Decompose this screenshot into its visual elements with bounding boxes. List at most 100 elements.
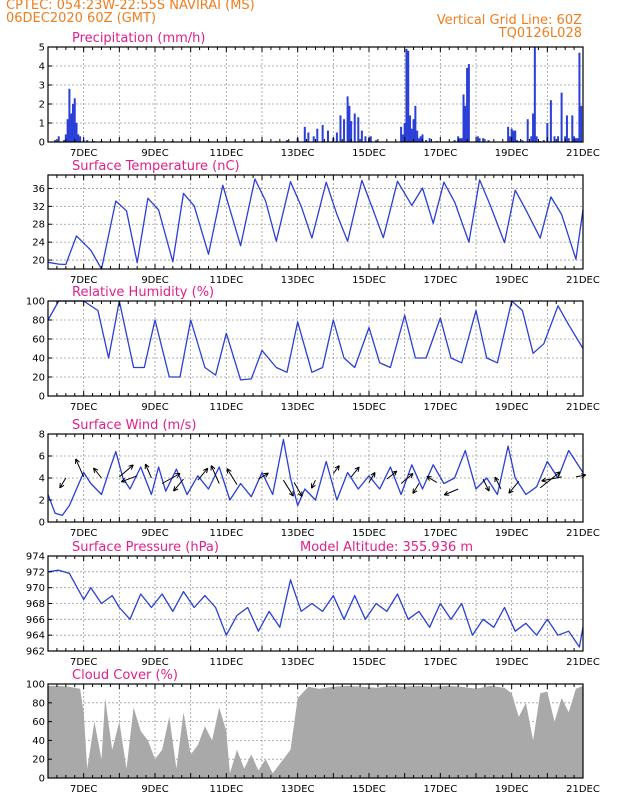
precipitation-bar [400,126,403,142]
precipitation-bar [64,134,67,142]
x-tick-label: 19DEC [495,275,529,286]
precipitation-bar [462,94,465,142]
precipitation-bar [514,130,517,142]
y-tick-label: 964 [26,631,45,642]
precipitation-bar [343,119,346,142]
x-tick-label: 13DEC [281,784,315,795]
x-tick-label: 15DEC [352,402,386,413]
y-tick-label: 20 [32,256,45,267]
wind-vector-arrow [210,465,220,484]
panel-precipitation [47,46,584,143]
precipitation-bar [68,88,71,142]
wind-vector-arrow [258,472,269,480]
x-tick-label: 9DEC [141,148,168,159]
precipitation-bar [521,140,524,142]
x-tick-label: 13DEC [281,275,315,286]
x-tick-label: 11DEC [209,402,243,413]
x-tick-label: 9DEC [141,275,168,286]
x-tick-label: 15DEC [352,784,386,795]
precipitation-bar [346,96,349,142]
panel-humidity [47,300,584,397]
precipitation-bar [403,123,406,142]
panel-title-temperature: Surface Temperature (nC) [72,159,240,174]
precipitation-bar [460,138,463,142]
x-tick-label: 15DEC [352,148,386,159]
wind-vector-arrow [443,488,459,496]
precipitation-bar [453,140,456,142]
precipitation-bar [574,138,577,142]
precipitation-bar [412,119,415,142]
y-tick-label: 0 [39,138,45,149]
y-tick-label: 20 [32,373,45,384]
precipitation-bar [482,138,485,142]
precipitation-bar [410,128,413,142]
panel-temperature [47,174,584,270]
precipitation-bar [405,48,408,142]
x-tick-label: 21DEC [566,148,600,159]
precipitation-bar [364,136,367,142]
x-tick-label: 17DEC [423,275,457,286]
precipitation-bar [401,134,404,142]
x-tick-label: 21DEC [566,402,600,413]
y-tick-label: 20 [32,755,45,766]
precipitation-bar [353,113,356,142]
panel-title-precipitation: Precipitation (mm/h) [72,31,205,46]
wind-vector-arrow [332,465,340,474]
wind-vector-arrow [293,482,303,497]
x-tick-label: 7DEC [70,528,97,539]
precipitation-bar [487,140,490,142]
precipitation-bar [77,134,80,142]
precipitation-bar [476,136,479,142]
wind-vector-arrow [75,458,85,478]
x-tick-label: 7DEC [70,784,97,795]
humidity-line [47,300,584,381]
precipitation-bar [549,100,552,142]
y-tick-label: 60 [32,335,45,346]
y-tick-label: 0 [39,392,45,403]
precipitation-bar [512,130,515,142]
precipitation-bar [357,117,360,142]
precipitation-bar [350,121,353,142]
x-tick-label: 11DEC [209,784,243,795]
panel-pressure [47,555,584,652]
precipitation-bar [478,138,481,142]
wind-vector-arrow [575,473,587,479]
precipitation-bar [360,130,363,142]
precipitation-bar [326,130,329,142]
wind-vector-arrow [368,471,376,483]
x-tick-label: 13DEC [281,657,315,668]
y-tick-label: 962 [26,647,45,658]
precipitation-bar [535,136,538,142]
wind-vector-arrow [197,467,209,481]
y-tick-label: 1 [39,119,45,130]
precipitation-bar [71,104,74,142]
pressure-line [47,569,584,648]
wind-vector-arrow [400,473,414,484]
y-tick-label: 972 [26,567,45,578]
wind-vector-arrow [508,480,520,494]
y-tick-label: 5 [39,43,45,54]
y-tick-label: 40 [32,736,45,747]
precipitation-bar [66,119,69,142]
x-tick-label: 11DEC [209,528,243,539]
precipitation-bar [79,136,82,142]
y-tick-label: 28 [32,220,45,231]
x-tick-label: 7DEC [70,657,97,668]
x-tick-label: 9DEC [141,657,168,668]
precipitation-bar [571,115,574,142]
y-tick-label: 8 [39,430,45,441]
precipitation-bar [560,92,563,142]
panel-title-humidity: Relative Humidity (%) [72,285,214,300]
x-tick-label: 9DEC [141,784,168,795]
wind-vector-arrow [350,466,360,478]
model-altitude-label: Model Altitude: 355.936 m [300,540,473,555]
x-tick-label: 7DEC [70,275,97,286]
y-tick-label: 80 [32,316,45,327]
precipitation-bar [532,113,535,142]
precipitation-bar [467,64,470,142]
precipitation-bar [339,115,342,142]
panel-frame [47,46,584,143]
x-tick-label: 13DEC [281,148,315,159]
wind-vector-arrow [93,467,102,479]
